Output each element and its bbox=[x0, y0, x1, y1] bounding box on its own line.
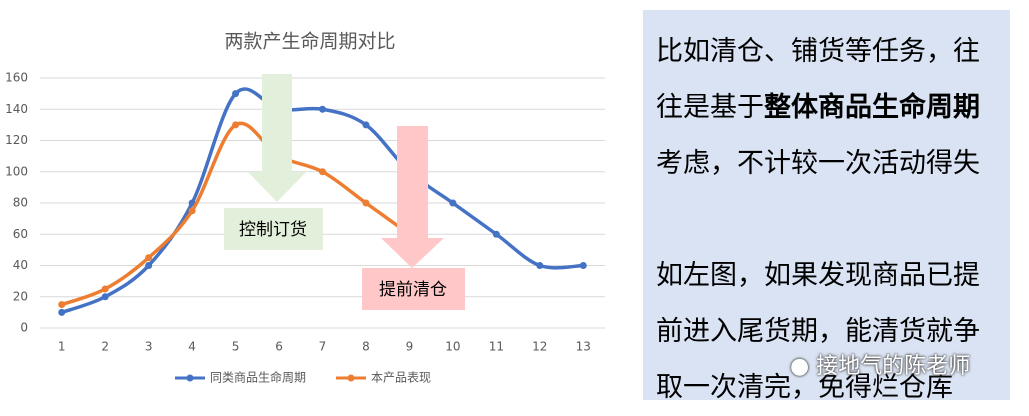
legend-label: 同类商品生命周期 bbox=[210, 370, 306, 385]
watermark-text: 接地气的陈老师 bbox=[816, 354, 971, 379]
x-tick-label: 3 bbox=[145, 340, 153, 354]
data-point bbox=[188, 207, 196, 215]
x-tick-label: 13 bbox=[576, 340, 591, 354]
data-point bbox=[145, 254, 153, 262]
data-point bbox=[319, 105, 326, 113]
paragraph: 如左图，如果发现商品已提前进入尾货期，能清货就争取一次清完，免得烂仓库 bbox=[656, 248, 998, 416]
annotation-box bbox=[224, 208, 323, 250]
x-tick-label: 10 bbox=[445, 340, 460, 354]
y-tick-label: 140 bbox=[5, 102, 28, 116]
chart-title: 两款产生命周期对比 bbox=[224, 31, 395, 53]
x-tick-label: 2 bbox=[101, 340, 109, 354]
data-point bbox=[579, 262, 587, 269]
text-panel: 比如清仓、铺货等任务，往往是基于整体商品生命周期考虑，不计较一次活动得失 如左图… bbox=[643, 10, 1010, 403]
legend-label: 本产品表现 bbox=[371, 371, 431, 385]
data-point bbox=[362, 121, 370, 129]
data-point bbox=[232, 90, 240, 98]
data-point bbox=[536, 262, 544, 269]
y-tick-label: 160 bbox=[5, 71, 28, 85]
y-tick-label: 20 bbox=[13, 289, 28, 303]
x-tick-label: 4 bbox=[188, 340, 196, 354]
text: 如左图，如果发现商品已提前进入尾货期，能清货就争取一次清完，免得烂仓库 bbox=[656, 260, 980, 403]
x-tick-label: 11 bbox=[489, 340, 504, 354]
x-tick-label: 5 bbox=[232, 340, 240, 354]
data-point bbox=[362, 199, 370, 207]
text: 比如清仓、铺货等任务，往往是基于 bbox=[656, 36, 980, 123]
legend-marker bbox=[186, 374, 194, 382]
arrow bbox=[248, 74, 306, 202]
data-point bbox=[101, 293, 109, 301]
x-tick-label: 6 bbox=[275, 340, 283, 354]
data-point bbox=[232, 121, 240, 129]
x-tick-label: 1 bbox=[58, 340, 66, 354]
data-point bbox=[449, 199, 457, 207]
y-tick-label: 60 bbox=[13, 227, 28, 241]
annotation-box bbox=[362, 268, 465, 310]
annotations: 控制订货 提前清仓 bbox=[224, 74, 465, 310]
data-point bbox=[58, 308, 66, 316]
annotation: 控制订货 bbox=[239, 220, 307, 240]
x-tick-label: 9 bbox=[406, 340, 414, 354]
x-tick-label: 8 bbox=[362, 340, 370, 354]
y-tick-label: 0 bbox=[20, 321, 28, 335]
y-tick-label: 80 bbox=[13, 196, 28, 210]
data-point bbox=[319, 168, 326, 176]
arrow bbox=[381, 126, 444, 268]
bold-text: 整体商品生命周期 bbox=[764, 92, 980, 123]
paragraph: 比如清仓、铺货等任务，往往是基于整体商品生命周期考虑，不计较一次活动得失 bbox=[656, 24, 998, 192]
data-point bbox=[101, 285, 109, 293]
legend-marker bbox=[347, 374, 355, 382]
y-tick-label: 100 bbox=[5, 164, 28, 178]
chart: 两款产生命周期对比 0 20 40 60 80 100 120 140 160 控制订货 提前清… bbox=[5, 31, 605, 385]
data-point bbox=[492, 230, 500, 238]
series-line bbox=[59, 87, 586, 315]
y-tick-label: 40 bbox=[13, 258, 28, 272]
x-tick-label: 7 bbox=[319, 340, 327, 354]
x-tick-label: 12 bbox=[532, 340, 547, 354]
y-tick-label: 120 bbox=[5, 133, 28, 147]
text: 考虑，不计较一次活动得失 bbox=[656, 148, 980, 179]
data-point bbox=[145, 262, 153, 269]
watermark: ● 接地气的陈老师 bbox=[790, 354, 971, 379]
annotation: 提前清仓 bbox=[379, 280, 447, 300]
data-point bbox=[58, 301, 66, 309]
